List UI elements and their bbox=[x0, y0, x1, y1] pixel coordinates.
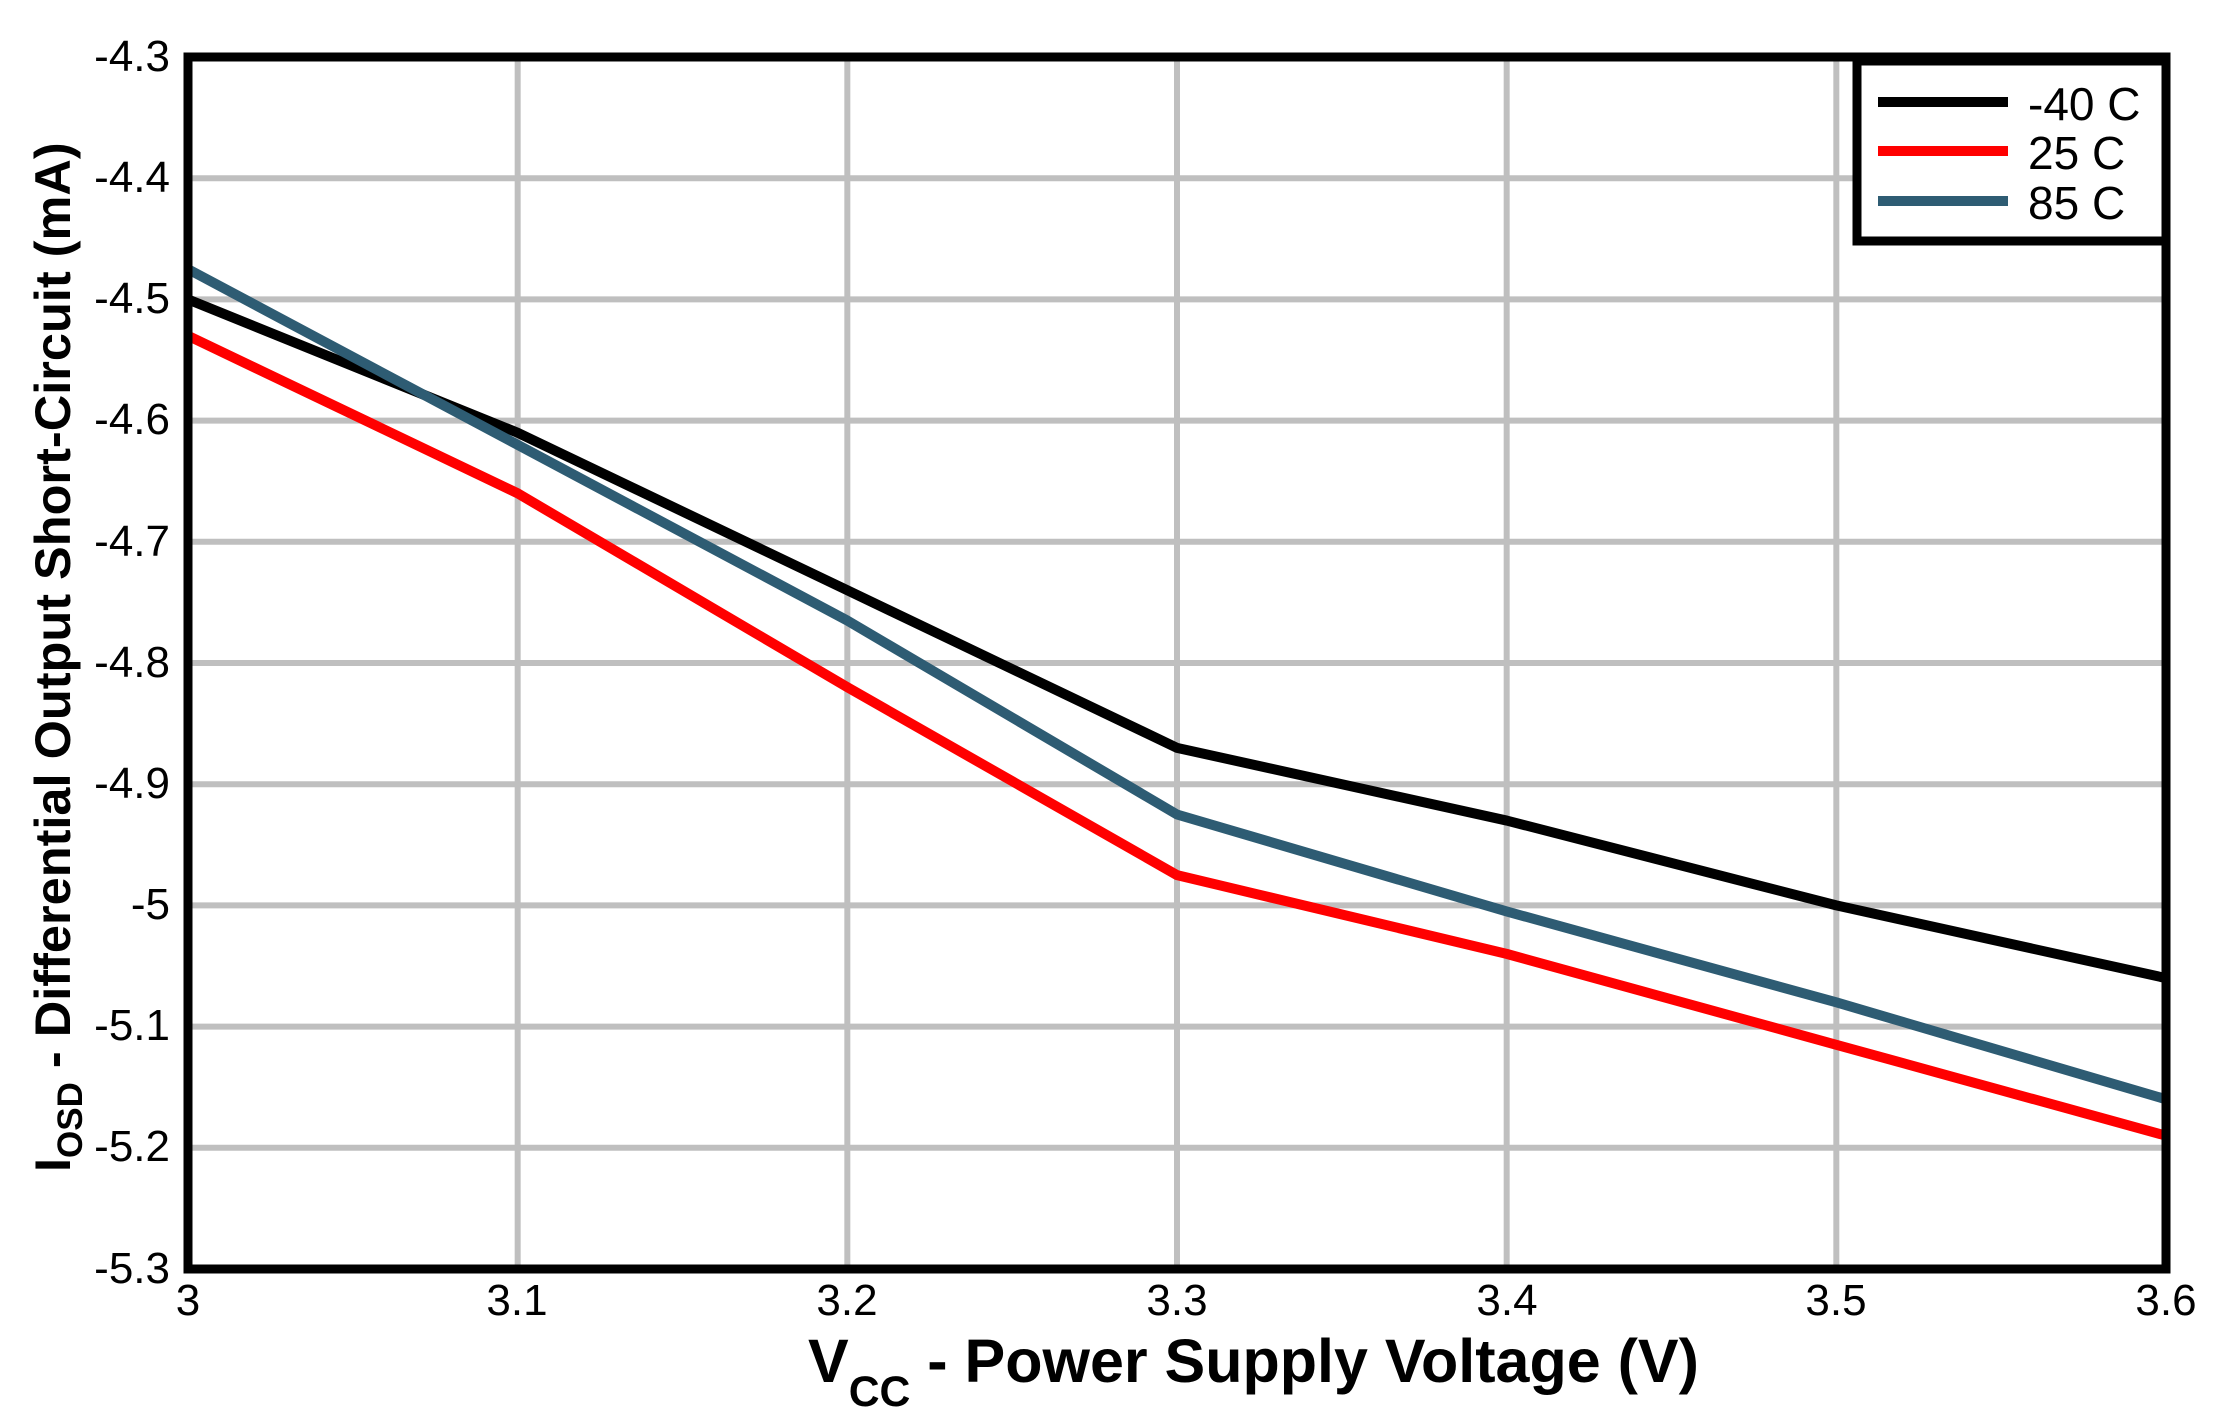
svg-text:-40 C: -40 C bbox=[2028, 78, 2140, 130]
svg-text:25 C: 25 C bbox=[2028, 127, 2125, 179]
svg-text:85 C: 85 C bbox=[2028, 177, 2125, 229]
